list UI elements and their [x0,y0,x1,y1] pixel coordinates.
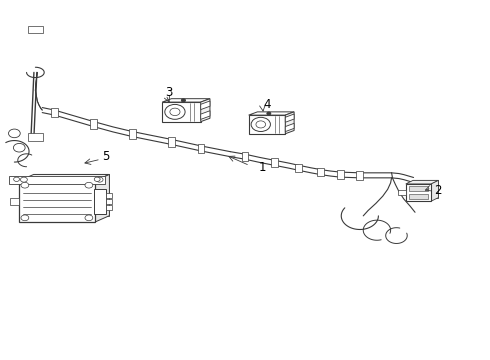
Polygon shape [248,112,294,115]
Circle shape [21,182,29,188]
Circle shape [170,108,180,116]
Circle shape [21,215,29,221]
Circle shape [14,177,20,181]
Circle shape [96,177,103,182]
Bar [106,199,112,204]
Polygon shape [19,175,109,181]
Bar [9,176,104,184]
Circle shape [256,121,266,128]
Circle shape [94,177,100,181]
Text: 3: 3 [166,86,173,99]
Bar [409,186,428,191]
Polygon shape [95,175,109,222]
Bar [106,193,112,198]
Bar [409,194,428,199]
Bar [406,184,431,201]
Circle shape [21,177,27,182]
Circle shape [267,112,271,115]
Circle shape [165,104,185,119]
Circle shape [251,117,270,131]
Bar [271,158,278,167]
Bar [168,137,175,147]
Bar [242,152,248,161]
Bar [19,181,95,222]
Polygon shape [162,99,210,102]
Bar [413,180,439,198]
Circle shape [85,215,93,221]
Bar [197,144,204,153]
Bar [295,163,302,172]
Bar [129,130,136,139]
Polygon shape [406,180,439,184]
Polygon shape [201,99,210,122]
Bar [318,168,324,176]
Circle shape [85,182,93,188]
Circle shape [13,143,25,152]
Bar [28,26,43,33]
Bar [337,170,343,179]
Polygon shape [431,180,439,201]
Bar [90,120,97,129]
Bar [94,189,106,214]
Bar [28,134,43,140]
Polygon shape [201,101,210,109]
Text: 1: 1 [258,161,266,174]
Bar [106,206,112,211]
Bar [51,108,58,117]
Bar [398,190,406,195]
Text: 2: 2 [434,184,442,197]
Bar [34,175,109,216]
Polygon shape [285,123,294,132]
Polygon shape [201,111,210,120]
Bar [162,102,201,122]
Polygon shape [285,114,294,122]
Text: 5: 5 [102,150,109,163]
Bar [248,115,285,134]
Bar [356,171,363,180]
Circle shape [8,129,20,138]
Polygon shape [285,112,294,134]
Circle shape [181,99,185,102]
Bar [10,198,19,205]
Text: 4: 4 [263,98,271,111]
